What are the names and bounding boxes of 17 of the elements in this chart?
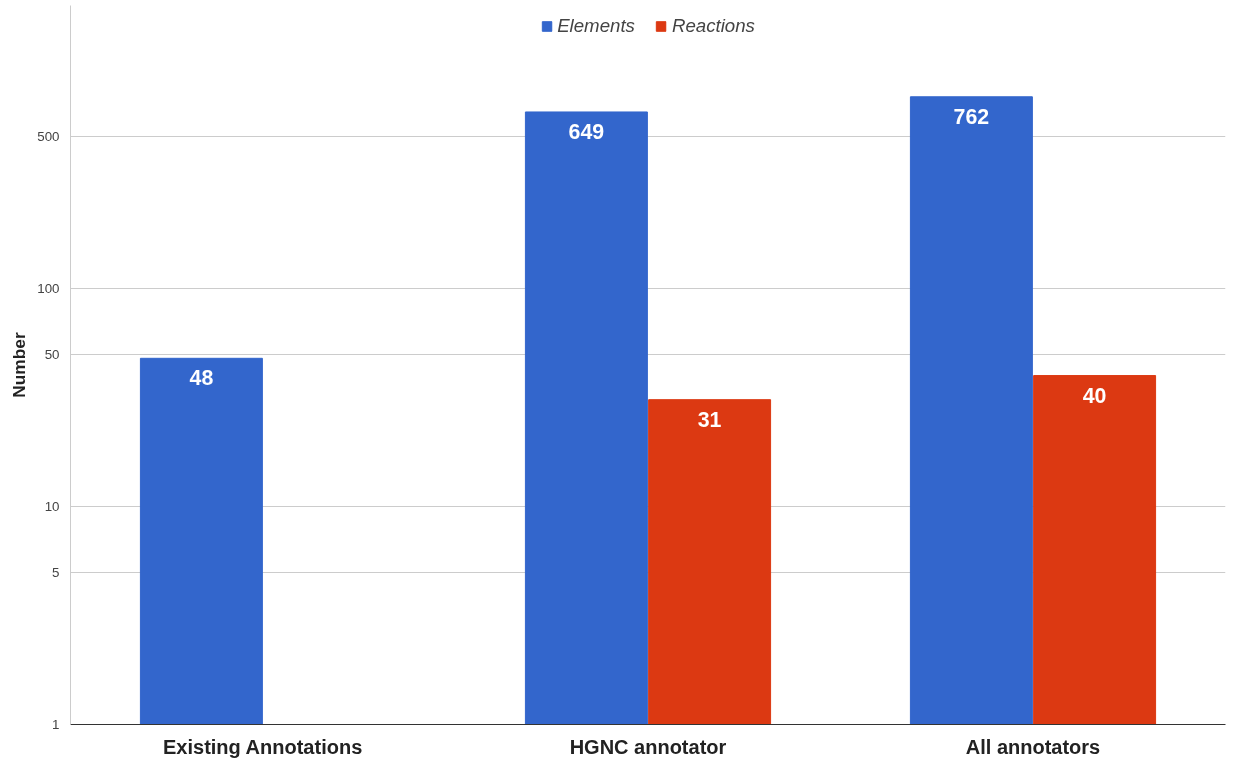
data-label: 649 [568,119,605,144]
y-tick-label: 10 [44,499,60,515]
x-tick-label: HGNC annotator [569,735,727,758]
y-tick-label: 50 [44,346,60,362]
x-tick-label: All annotators [965,735,1101,758]
data-label: 762 [953,104,990,129]
legend-label: Elements [557,15,635,37]
data-label: 31 [697,407,722,432]
data-label: 40 [1082,383,1107,408]
y-tick-label: 1 [52,717,60,732]
y-tick-label: 500 [37,129,60,145]
y-axis-title: Number [9,332,30,398]
y-tick-label: 100 [37,281,60,297]
legend-label: Reactions [671,15,755,37]
y-tick-label: 5 [52,564,60,580]
x-tick-label: Existing Annotations [163,735,363,758]
data-label: 48 [189,366,214,391]
